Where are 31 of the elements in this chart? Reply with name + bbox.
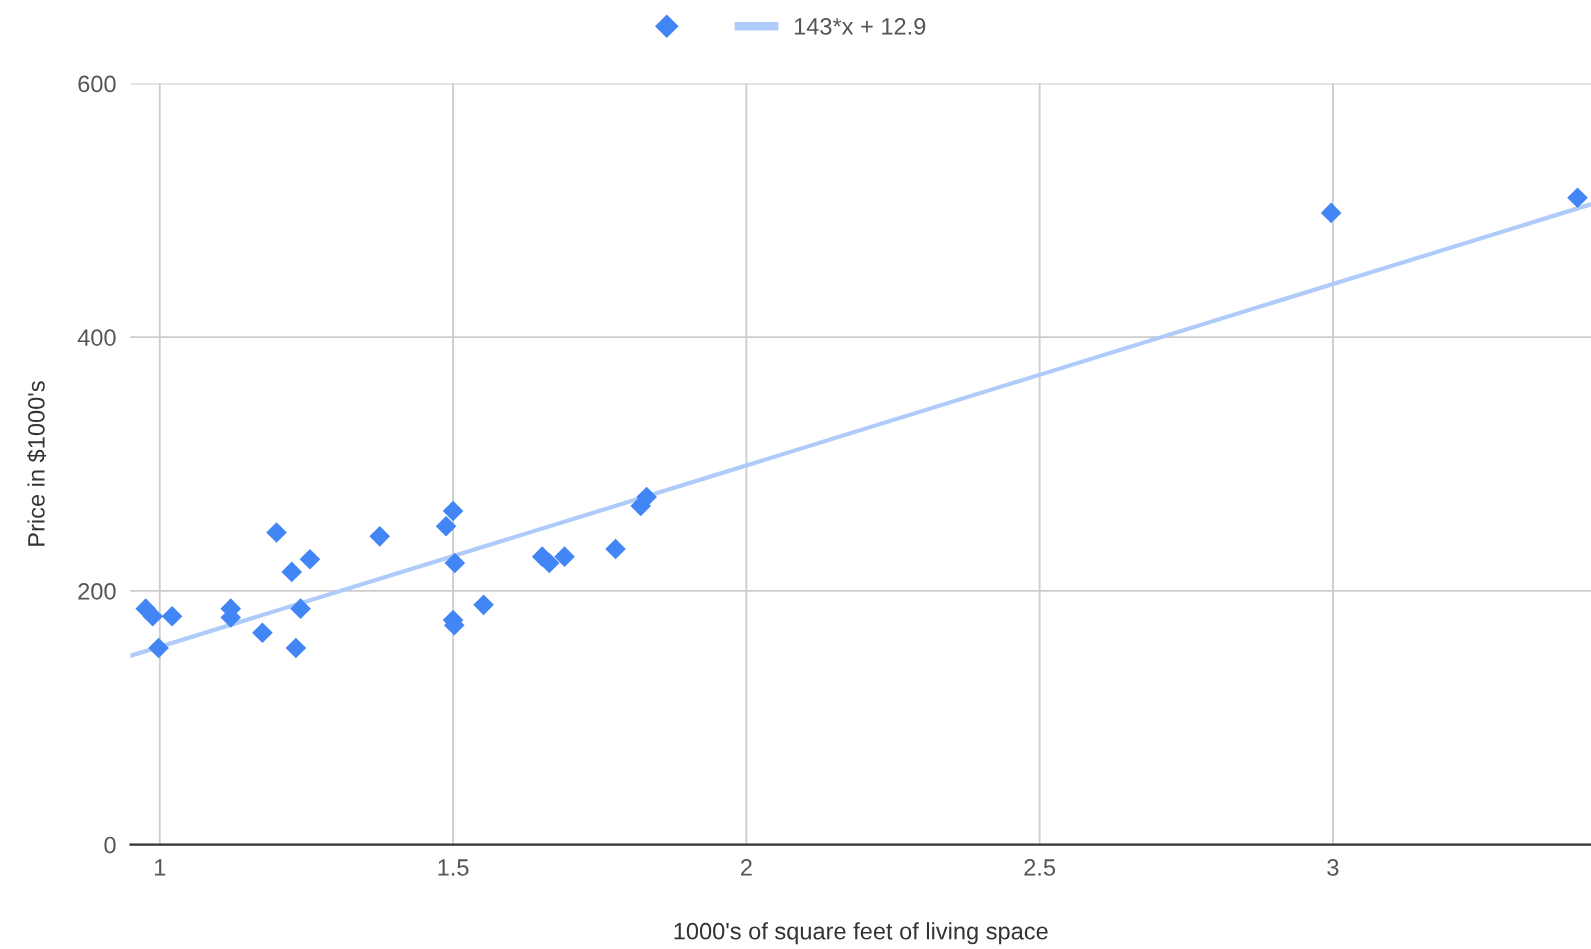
point — [554, 546, 575, 567]
point — [142, 605, 164, 627]
point — [369, 526, 391, 547]
point — [285, 637, 307, 659]
x-axis-title: 1000's of square feet of living space — [674, 922, 1048, 945]
point — [266, 522, 287, 543]
point — [1320, 202, 1342, 224]
point — [1567, 187, 1588, 208]
point — [636, 486, 657, 508]
y-tick-label: 400 — [77, 329, 116, 346]
x-tick-label: 2 — [740, 859, 752, 876]
point — [161, 605, 183, 627]
y-axis-title: Price in $1000's — [27, 381, 47, 546]
x-tick-label: 1 — [155, 859, 166, 876]
point — [605, 538, 626, 560]
legend-label: 143*x + 12.9 — [794, 18, 926, 35]
point — [252, 622, 273, 644]
x-tick-label: 3 — [1327, 859, 1339, 876]
point — [473, 594, 494, 616]
x-tick-label: 1.5 — [438, 859, 469, 876]
x-tick-label: 2.5 — [1024, 859, 1056, 876]
point — [435, 515, 457, 537]
point — [442, 500, 464, 522]
point — [281, 561, 303, 583]
y-tick-label: 0 — [104, 836, 116, 854]
point — [299, 548, 321, 570]
y-tick-label: 200 — [78, 582, 116, 600]
point — [444, 552, 466, 574]
point — [290, 598, 311, 619]
point — [148, 637, 169, 659]
y-tick-label: 600 — [78, 75, 116, 93]
